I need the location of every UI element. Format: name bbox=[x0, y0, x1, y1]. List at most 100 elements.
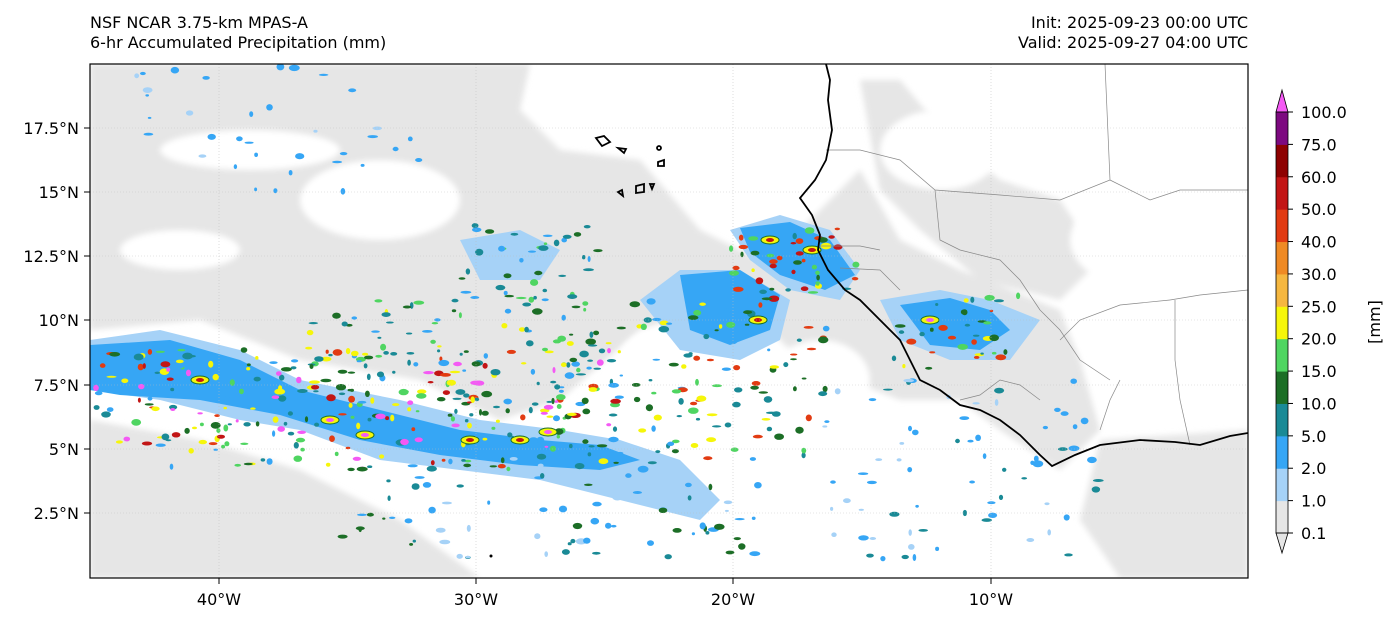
precip-cell bbox=[464, 419, 469, 423]
precip-cell bbox=[875, 458, 883, 461]
precip-cell bbox=[683, 473, 691, 476]
precip-cell bbox=[370, 397, 375, 404]
precip-cell bbox=[561, 314, 566, 321]
precip-cell bbox=[962, 509, 968, 517]
precip-cell bbox=[530, 368, 536, 375]
precip-cell bbox=[495, 284, 506, 291]
precip-cell bbox=[269, 361, 278, 364]
precip-cell bbox=[617, 350, 621, 354]
colorbar-swatch bbox=[1276, 435, 1288, 469]
precip-cell bbox=[767, 348, 771, 352]
precip-cell bbox=[629, 301, 641, 308]
precip-cell bbox=[536, 436, 545, 444]
precip-cell bbox=[967, 439, 974, 443]
precip-core-max bbox=[361, 433, 369, 437]
precip-cell bbox=[748, 236, 759, 241]
precip-cell bbox=[758, 302, 763, 308]
precip-cell bbox=[769, 263, 777, 269]
precip-cell bbox=[240, 442, 249, 445]
precip-cell bbox=[392, 146, 399, 152]
precip-cell bbox=[351, 350, 359, 357]
precip-cell bbox=[593, 367, 601, 370]
precip-cell bbox=[733, 537, 741, 541]
precip-cell bbox=[367, 465, 373, 469]
precip-cell bbox=[293, 442, 299, 449]
precip-cell bbox=[431, 322, 439, 325]
precip-cell bbox=[413, 362, 419, 367]
precip-cell bbox=[724, 308, 731, 314]
precip-cell bbox=[806, 347, 817, 351]
precip-cell bbox=[456, 484, 464, 488]
precip-cell bbox=[467, 422, 472, 429]
precip-cell bbox=[437, 345, 442, 348]
precip-cell bbox=[605, 522, 612, 529]
precip-cell bbox=[763, 396, 773, 403]
precip-cell bbox=[560, 362, 567, 368]
precip-cell bbox=[221, 444, 226, 449]
precip-cell bbox=[441, 458, 446, 462]
precip-cell bbox=[708, 483, 713, 491]
precip-cell bbox=[255, 421, 260, 427]
precip-cell bbox=[970, 296, 975, 303]
precip-cell bbox=[706, 358, 715, 362]
colorbar-level-label: 1.0 bbox=[1301, 492, 1326, 511]
precip-cell bbox=[101, 411, 111, 418]
precip-cell bbox=[223, 396, 231, 401]
precip-cell bbox=[309, 364, 314, 369]
precip-cell bbox=[99, 363, 106, 368]
precip-cell bbox=[1021, 477, 1028, 480]
precip-cell bbox=[375, 354, 383, 358]
precip-cell bbox=[567, 542, 572, 546]
precip-cell bbox=[464, 459, 472, 463]
precip-cell bbox=[646, 298, 656, 305]
precip-cell bbox=[801, 452, 806, 459]
precip-cell bbox=[889, 511, 900, 517]
precip-cell bbox=[963, 298, 969, 303]
precip-cell bbox=[250, 407, 256, 410]
precip-cell bbox=[1032, 460, 1044, 468]
precip-cell bbox=[556, 434, 560, 439]
precip-cell bbox=[455, 389, 466, 395]
precip-cell bbox=[582, 255, 586, 260]
precip-cell bbox=[482, 362, 488, 369]
precip-cell bbox=[960, 309, 967, 315]
precip-cell bbox=[972, 334, 980, 337]
precip-cell bbox=[822, 325, 830, 332]
precip-cell bbox=[989, 334, 999, 342]
precip-cell bbox=[466, 401, 472, 404]
precip-cell bbox=[521, 468, 526, 471]
precip-cell bbox=[266, 458, 273, 465]
precip-cell bbox=[818, 391, 828, 397]
precip-cell bbox=[693, 309, 702, 316]
precip-cell bbox=[651, 425, 656, 432]
precip-cell bbox=[293, 455, 303, 462]
precip-cell bbox=[413, 300, 425, 305]
precip-cell bbox=[411, 427, 416, 432]
precip-cell bbox=[732, 401, 741, 408]
precip-cell bbox=[776, 255, 783, 261]
precip-cell bbox=[982, 453, 987, 459]
precip-cell bbox=[807, 291, 819, 294]
precip-cell bbox=[582, 439, 589, 444]
precip-cell bbox=[347, 388, 353, 392]
precip-cell bbox=[381, 312, 391, 317]
lon-tick-label: 20°W bbox=[711, 590, 755, 609]
precip-cell bbox=[147, 349, 153, 355]
precip-cell bbox=[743, 310, 753, 315]
precip-cell bbox=[606, 423, 612, 427]
precip-cell bbox=[766, 426, 773, 432]
precip-cell bbox=[347, 467, 355, 472]
precip-cell bbox=[695, 417, 701, 421]
precip-cell bbox=[994, 387, 1005, 394]
precip-cell bbox=[131, 419, 142, 426]
precip-cell bbox=[314, 356, 324, 362]
precip-cell bbox=[793, 260, 802, 265]
precip-cell bbox=[567, 294, 578, 299]
precip-cell bbox=[1003, 349, 1008, 355]
precip-cell bbox=[991, 351, 997, 355]
precip-cell bbox=[217, 434, 225, 439]
precip-cell bbox=[915, 504, 919, 508]
precip-cell bbox=[366, 373, 371, 380]
precip-cell bbox=[306, 329, 314, 336]
precip-cell bbox=[964, 323, 971, 327]
